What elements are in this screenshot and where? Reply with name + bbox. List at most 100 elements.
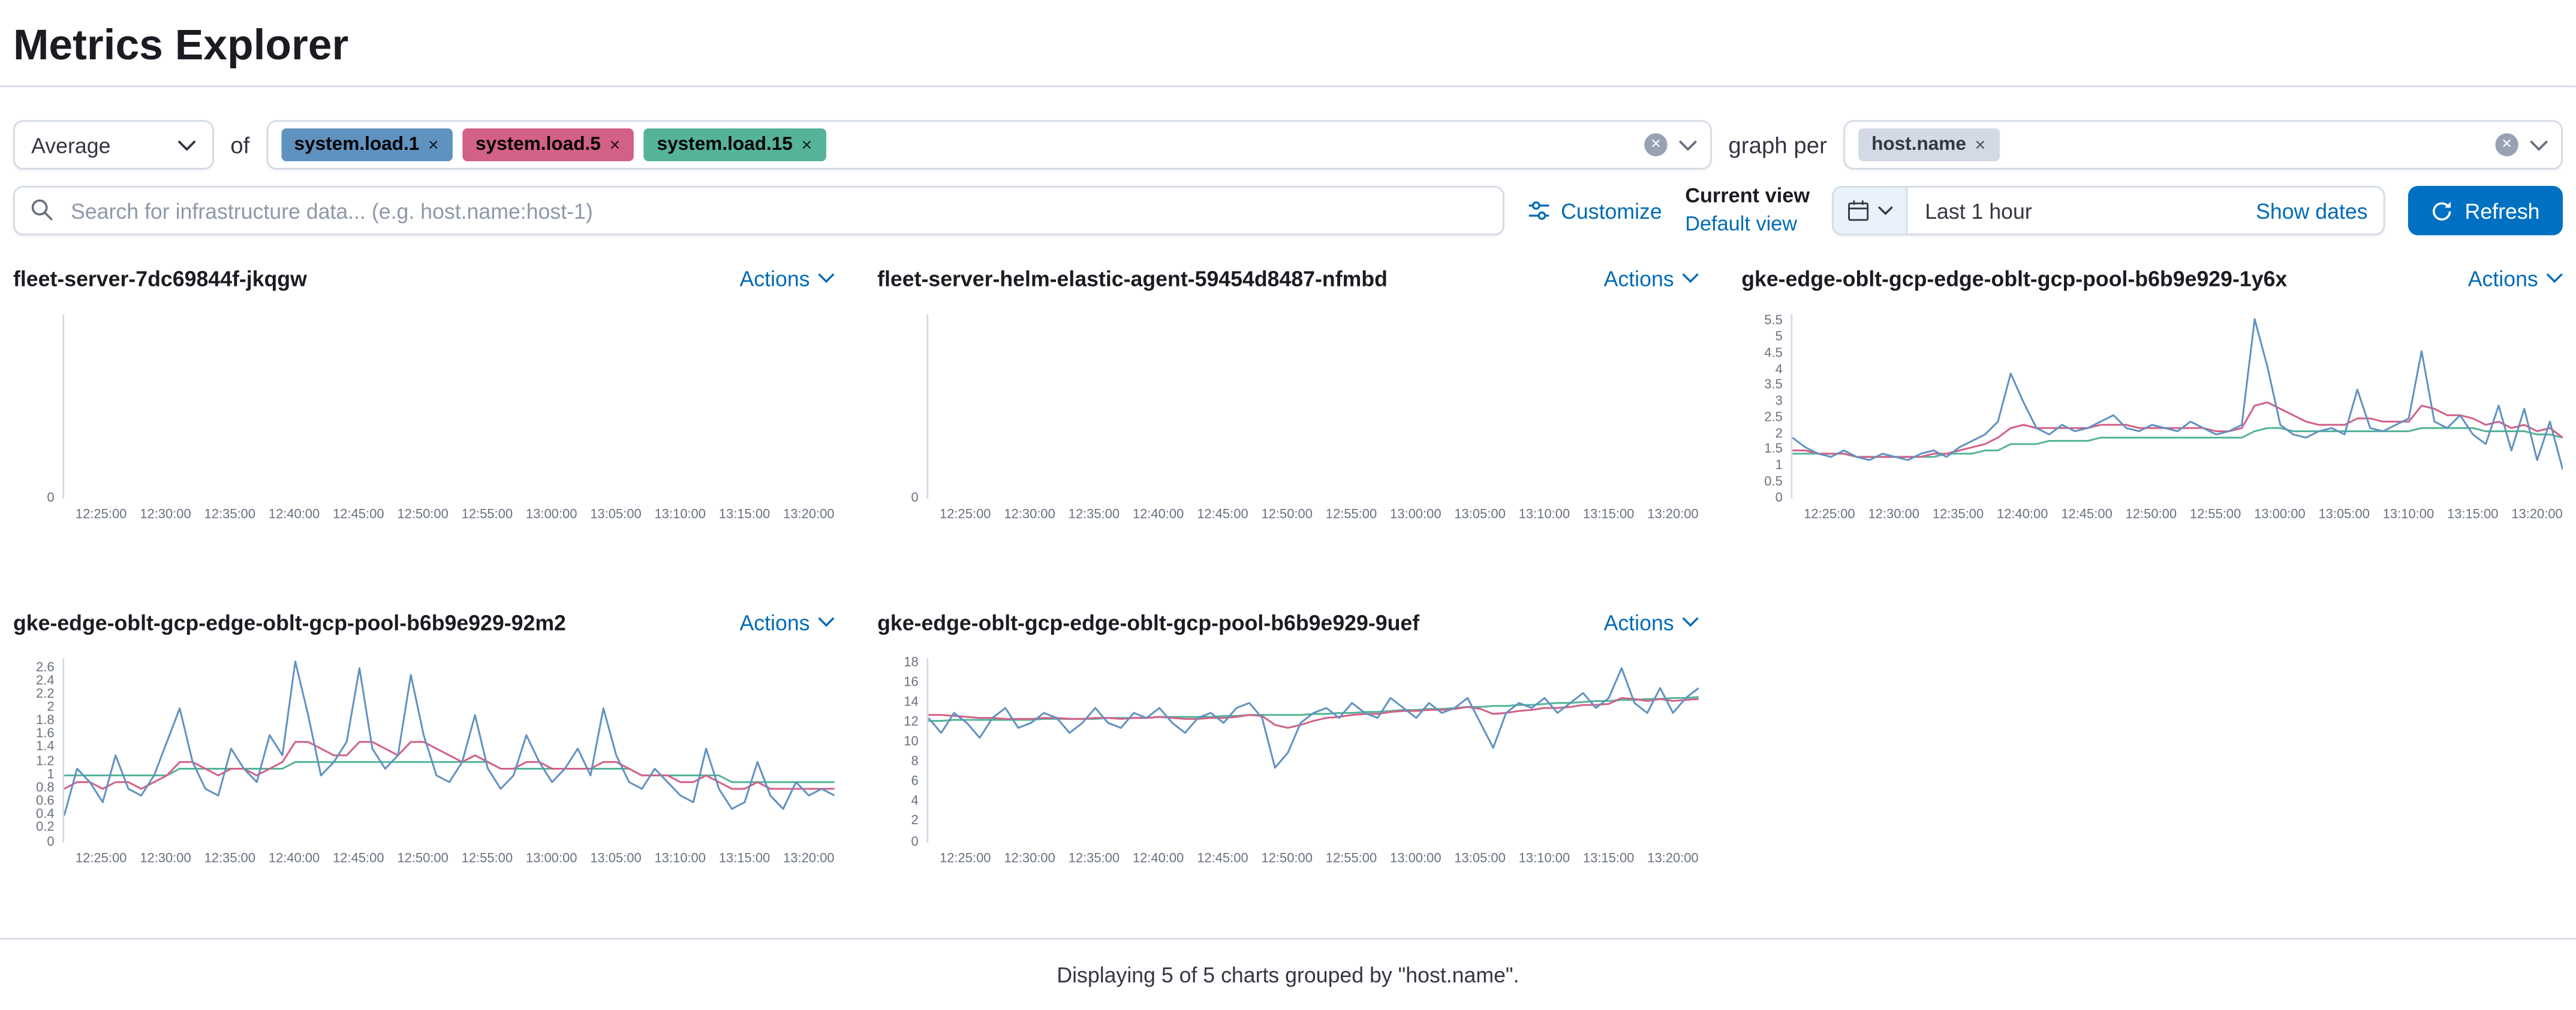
y-tick-label: 5 <box>1775 329 1783 345</box>
group-badges-container: host.name ✕ <box>1858 128 2485 162</box>
y-axis: 0 <box>877 313 926 504</box>
chart-actions-button[interactable]: Actions <box>739 610 835 635</box>
aggregation-select[interactable]: Average <box>13 120 214 170</box>
x-tick-label: 13:10:00 <box>2382 506 2434 521</box>
badge-remove-icon[interactable]: ✕ <box>1974 135 1987 152</box>
metric-controls-row: Average of system.load.1 ✕ system.load.5 ✕ s… <box>13 120 2563 170</box>
chevron-down-icon <box>2547 273 2563 284</box>
x-tick-label: 13:15:00 <box>718 849 771 865</box>
series-line-system.load.15 <box>1792 427 2563 456</box>
time-range-value[interactable]: Last 1 hour <box>1925 198 2032 224</box>
badge-label: host.name <box>1871 135 1966 155</box>
y-axis: 0 <box>13 313 62 504</box>
badge-host.name[interactable]: host.name ✕ <box>1858 128 2000 162</box>
refresh-label: Refresh <box>2464 198 2540 224</box>
chart-plot-area: 0 12:25:00 12:30:00 12:35:00 12:40:00 12:45:… <box>13 313 835 527</box>
search-box <box>13 186 1505 236</box>
y-tick-label: 2 <box>911 813 919 828</box>
chart-actions-button[interactable]: Actions <box>1604 610 1699 634</box>
chart-actions-label: Actions <box>739 610 810 635</box>
badge-system.load.5[interactable]: system.load.5 ✕ <box>462 128 634 162</box>
y-tick-label: 1.8 <box>36 713 55 728</box>
x-tick-label: 12:45:00 <box>1197 849 1248 865</box>
y-tick-label: 1.2 <box>36 753 55 768</box>
x-tick-label: 12:25:00 <box>940 849 991 865</box>
x-tick-label: 13:05:00 <box>590 506 642 521</box>
x-tick-label: 12:40:00 <box>268 506 320 521</box>
x-tick-label: 12:35:00 <box>204 506 255 521</box>
x-tick-label: 13:20:00 <box>1647 506 1699 521</box>
y-tick-label: 3 <box>1775 393 1783 408</box>
calendar-icon <box>1849 201 1870 222</box>
x-tick-label: 13:10:00 <box>654 506 706 521</box>
show-dates-link[interactable]: Show dates <box>2256 198 2368 224</box>
y-tick-label: 4 <box>911 793 919 809</box>
x-tick-label: 12:35:00 <box>1932 506 1984 521</box>
x-tick-label: 13:05:00 <box>1454 506 1506 521</box>
badge-system.load.15[interactable]: system.load.15 ✕ <box>643 128 826 162</box>
chart-svg <box>64 313 835 498</box>
x-tick-label: 13:20:00 <box>1647 849 1699 865</box>
plot <box>62 657 835 842</box>
refresh-icon <box>2433 201 2452 221</box>
plot <box>1790 313 2563 498</box>
badge-system.load.1[interactable]: system.load.1 ✕ <box>281 128 453 162</box>
refresh-button[interactable]: Refresh <box>2409 186 2563 236</box>
metrics-combobox[interactable]: system.load.1 ✕ system.load.5 ✕ system.load.… <box>266 120 1712 170</box>
footer-summary: Displaying 5 of 5 charts grouped by "hos… <box>1057 961 1519 987</box>
x-tick-label: 13:10:00 <box>654 849 706 865</box>
chart-actions-button[interactable]: Actions <box>1604 266 1699 290</box>
chart-svg <box>1792 313 2563 498</box>
y-tick-label: 2.6 <box>36 659 55 674</box>
clear-circle-icon[interactable]: ✕ <box>2495 133 2518 156</box>
x-tick-label: 12:40:00 <box>268 849 320 865</box>
x-tick-label: 13:15:00 <box>1582 506 1635 521</box>
series-line-system.load.15 <box>64 761 835 782</box>
plot <box>926 313 1698 498</box>
chart-plot-area: 0 0.5 1 1.5 2 2.5 3 3.5 4 4.5 5 5.5 12:25:00 12:30:0… <box>1741 313 2563 527</box>
x-axis: 12:25:00 12:30:00 12:35:00 12:40:00 12:45:00… <box>926 506 1699 527</box>
chart-title: gke-edge-oblt-gcp-edge-oblt-gcp-pool-b6b… <box>877 610 1420 635</box>
y-tick-label: 2.5 <box>1764 409 1783 424</box>
x-tick-label: 13:15:00 <box>718 506 771 521</box>
plot-wrap: 12:25:00 12:30:00 12:35:00 12:40:00 12:45:00… <box>62 657 835 872</box>
y-tick-label: 1 <box>47 766 55 782</box>
groupby-combobox[interactable]: host.name ✕ ✕ <box>1843 120 2563 170</box>
x-tick-label: 12:30:00 <box>140 849 191 865</box>
chart-title: fleet-server-helm-elastic-agent-59454d84… <box>877 266 1388 291</box>
badge-remove-icon[interactable]: ✕ <box>428 135 440 152</box>
y-tick-label: 10 <box>904 734 919 749</box>
x-tick-label: 12:50:00 <box>397 506 449 521</box>
chart-title: gke-edge-oblt-gcp-edge-oblt-gcp-pool-b6b… <box>13 610 566 635</box>
footer-divider <box>0 937 2576 939</box>
chart-actions-button[interactable]: Actions <box>739 266 835 290</box>
y-tick-label: 0 <box>47 833 55 849</box>
plot-wrap: 12:25:00 12:30:00 12:35:00 12:40:00 12:45:00… <box>1790 313 2563 527</box>
series-line-system.load.1 <box>64 661 835 815</box>
x-tick-label: 13:15:00 <box>2447 506 2499 521</box>
chevron-down-icon <box>178 140 196 150</box>
badge-remove-icon[interactable]: ✕ <box>609 135 621 152</box>
y-tick-label: 4.5 <box>1764 345 1783 360</box>
chart-actions-button[interactable]: Actions <box>2468 266 2563 290</box>
y-tick-label: 6 <box>911 773 919 789</box>
badge-remove-icon[interactable]: ✕ <box>801 135 813 152</box>
clear-circle-icon[interactable]: ✕ <box>1644 133 1668 156</box>
default-view-link[interactable]: Default view <box>1685 212 1798 235</box>
chevron-down-icon[interactable] <box>1679 139 1697 150</box>
calendar-button[interactable] <box>1834 188 1909 234</box>
chart-svg <box>928 313 1699 498</box>
x-tick-label: 12:45:00 <box>1197 506 1248 521</box>
series-line-system.load.1 <box>1792 318 2563 469</box>
current-view-label: Current view <box>1685 184 1810 207</box>
x-tick-label: 12:45:00 <box>2061 506 2112 521</box>
chart-header: fleet-server-7dc69844f-jkqgw Actions <box>13 266 835 290</box>
x-tick-label: 12:55:00 <box>1325 849 1377 865</box>
search-input[interactable] <box>13 186 1505 236</box>
x-tick-label: 12:25:00 <box>940 506 991 521</box>
customize-button[interactable]: Customize <box>1528 198 1662 224</box>
chevron-down-icon[interactable] <box>2530 139 2548 150</box>
chevron-down-icon <box>818 273 835 284</box>
badge-label: system.load.1 <box>294 135 420 155</box>
